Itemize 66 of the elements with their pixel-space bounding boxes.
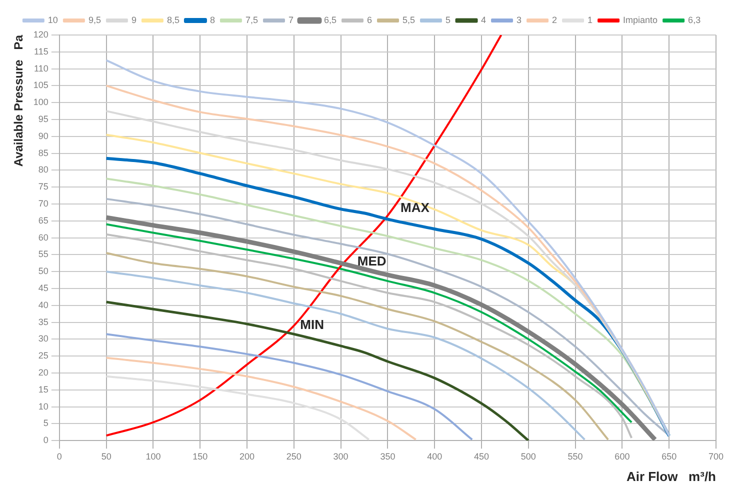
y-tick-label: 30 (38, 334, 48, 344)
legend-label: 6,5 (324, 14, 337, 25)
legend-label: 6 (367, 14, 372, 25)
x-tick-label: 400 (427, 451, 442, 462)
y-tick-label: 0 (43, 435, 48, 446)
y-tick-label: 105 (33, 80, 48, 90)
x-axis-title: Air Flow m³/h (626, 468, 716, 484)
x-tick-label: 0 (56, 451, 62, 462)
x-tick-label: 100 (146, 451, 161, 462)
x-tick-label: 250 (286, 451, 302, 462)
legend-label: 1 (588, 14, 593, 25)
legend-label: 7,5 (245, 14, 258, 25)
legend-label: 5 (446, 14, 451, 25)
legend-label: 4 (481, 14, 486, 25)
x-tick-label: 300 (333, 451, 348, 462)
y-tick-label: 15 (38, 384, 48, 394)
y-tick-label: 20 (38, 367, 48, 378)
line-series (105, 35, 502, 437)
x-tick-label: 650 (662, 451, 677, 462)
annotation: MED (357, 254, 386, 269)
y-tick-label: 120 (33, 29, 48, 40)
y-tick-label: 70 (38, 198, 48, 208)
x-tick-label: 200 (239, 451, 255, 462)
y-tick-label: 5 (43, 418, 48, 428)
line-series (105, 375, 370, 441)
y-tick-label: 45 (38, 282, 48, 293)
y-tick-label: 25 (38, 350, 48, 361)
legend-label: 9 (131, 14, 136, 25)
legend-label: 8,5 (166, 14, 180, 25)
y-tick-label: 110 (34, 63, 48, 74)
y-tick-label: 95 (38, 114, 48, 124)
x-tick-label: 450 (474, 451, 490, 462)
legend-label: 9,5 (88, 14, 101, 25)
x-tick-label: 500 (520, 451, 536, 462)
legend-label: 3 (516, 14, 522, 25)
legend-label: 5,5 (402, 14, 416, 25)
legend-label: 2 (552, 14, 558, 25)
y-tick-label: 40 (38, 300, 48, 310)
line-series (105, 333, 474, 441)
legend-label: Impianto (623, 14, 658, 25)
y-tick-label: 115 (34, 46, 48, 56)
y-axis-title: Available Pressure Pa (12, 34, 26, 167)
line-series (105, 300, 530, 441)
y-tick-label: 35 (38, 316, 48, 327)
y-tick-label: 85 (38, 148, 48, 158)
y-tick-label: 100 (33, 97, 48, 108)
legend-label: 8 (210, 14, 215, 25)
y-tick-label: 10 (38, 401, 48, 412)
x-tick-label: 550 (568, 451, 583, 462)
legend-label: 6,3 (688, 14, 701, 25)
y-tick-label: 75 (38, 182, 48, 192)
x-tick-label: 600 (614, 451, 630, 462)
y-tick-label: 80 (38, 164, 48, 175)
x-tick-label: 50 (101, 451, 112, 462)
x-tick-label: 350 (380, 451, 396, 462)
legend-label: 7 (288, 14, 294, 25)
y-tick-label: 90 (38, 130, 48, 141)
x-tick-label: 700 (708, 451, 724, 462)
y-tick-label: 55 (38, 249, 48, 260)
line-series (105, 356, 417, 441)
annotation: MAX (400, 200, 430, 216)
annotation: MIN (300, 317, 324, 332)
y-tick-label: 60 (38, 232, 48, 242)
y-tick-label: 65 (38, 215, 48, 226)
x-tick-label: 150 (192, 451, 208, 462)
y-tick-label: 50 (38, 266, 48, 276)
